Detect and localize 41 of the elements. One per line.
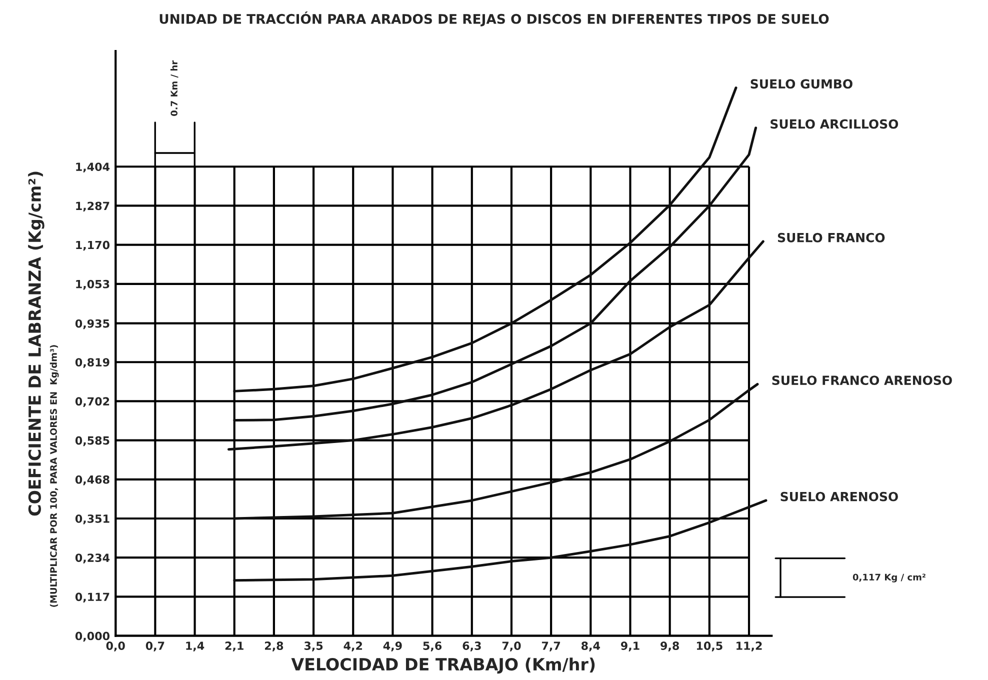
series-label: SUELO GUMBO <box>750 79 852 89</box>
x-tick-label: 7,0 <box>502 642 521 652</box>
y-tick-label: 1,170 <box>76 240 110 251</box>
chart-title: UNIDAD DE TRACCIÓN PARA ARADOS DE REJAS O DISCOS EN DIFERENTES TIPOS DE SUELO <box>160 12 829 26</box>
y-tick-label: 0,117 <box>75 592 110 602</box>
y-tick-label: 1,053 <box>76 280 110 290</box>
series-label: SUELO ARCILLOSO <box>770 119 898 129</box>
series-label: SUELO ARENOSO <box>780 492 898 502</box>
x-tick-label: 9,1 <box>620 642 640 652</box>
x-tick-label: 8,4 <box>581 642 600 652</box>
text: (MULTIPLICAR POR 100, PARA VALORES EN Kg/dm³) <box>50 345 59 607</box>
y-tick-label: 0,351 <box>75 514 110 524</box>
y-tick-label: 0,935 <box>75 319 110 330</box>
x-tick-label: 9,8 <box>660 642 679 652</box>
x-tick-label: 3,5 <box>304 642 323 652</box>
y-tick-label: 1,404 <box>76 162 110 172</box>
y-tick-label: 0,468 <box>75 475 110 486</box>
y-tick-label: 0,000 <box>75 632 110 642</box>
x-tick-label: 10,5 <box>696 642 722 652</box>
x-axis-title: VELOCIDAD DE TRABAJO (Km/hr) <box>291 658 595 674</box>
x-tick-label: 2,8 <box>264 642 284 652</box>
x-tick-label: 6,3 <box>462 642 481 652</box>
series-label: SUELO FRANCO ARENOSO <box>772 376 952 386</box>
x-tick-label: 4,2 <box>344 642 362 652</box>
y-axis-title: COEFICIENTE DE LABRANZA (Kg/cm²) <box>28 172 44 516</box>
y-tick-label: 0,819 <box>75 358 110 368</box>
x-tick-label: 2,1 <box>225 642 244 652</box>
x-tick-label: 4,9 <box>383 642 402 652</box>
text: 0,117 Kg / cm² <box>852 574 926 582</box>
x-tick-label: 7,7 <box>542 642 560 652</box>
series-label: SUELO FRANCO <box>778 232 885 242</box>
x-tick-label: 0,0 <box>106 642 125 652</box>
x-tick-label: 0,7 <box>146 642 164 652</box>
y-tick-label: 1,287 <box>76 202 110 212</box>
x-tick-label: 5,6 <box>423 642 442 652</box>
y-tick-label: 0,702 <box>75 397 110 408</box>
x-tick-label: 1,4 <box>186 642 204 652</box>
x-tick-label: 11,2 <box>736 642 762 652</box>
y-tick-label: 0,585 <box>75 436 110 446</box>
y-tick-label: 0,234 <box>75 554 110 564</box>
annotation: 0.7 Km / hr <box>170 60 178 116</box>
